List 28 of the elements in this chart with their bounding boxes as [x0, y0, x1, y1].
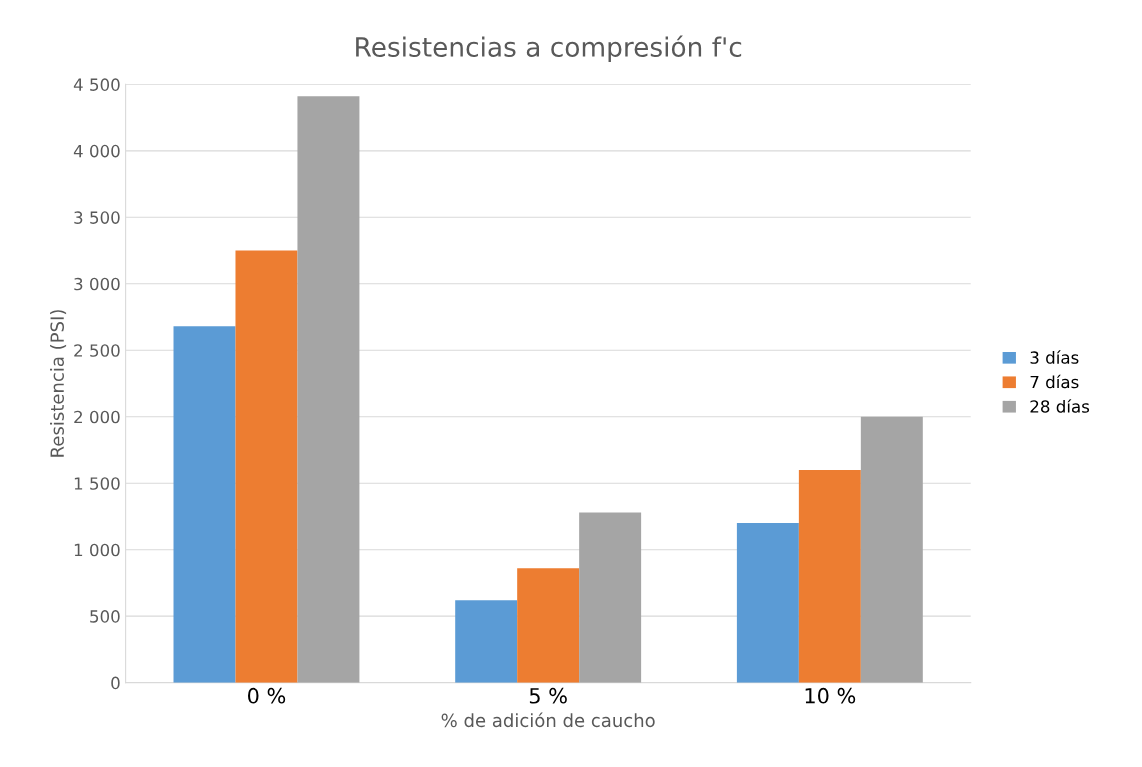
y-tick-label: 3 500: [74, 211, 120, 224]
legend-label: 7 días: [1030, 374, 1079, 389]
legend-label: 3 días: [1030, 350, 1079, 364]
y-axis-title: Resistencia (PSI): [50, 310, 67, 457]
legend-label: 28 días: [1030, 399, 1090, 413]
x-axis-title: % de adición de caucho: [441, 712, 655, 728]
bar: [235, 250, 298, 683]
y-tick-label: 2 000: [74, 410, 120, 424]
y-tick-label: 2 500: [74, 344, 120, 357]
x-tick-label: 0 %: [248, 687, 286, 704]
bar: [798, 469, 861, 683]
y-tick-label: 3 000: [74, 277, 120, 291]
bar: [579, 512, 642, 683]
bar: [860, 416, 923, 683]
x-tick-label: 10 %: [805, 687, 856, 704]
bar: [517, 568, 580, 683]
y-tick-label: 500: [90, 610, 120, 623]
x-tick-label: 5 %: [529, 687, 567, 704]
y-tick-label: 4 000: [73, 144, 120, 158]
bar: [736, 523, 799, 683]
bar: [297, 96, 360, 683]
y-tick-label: 1 000: [74, 543, 120, 557]
bar: [455, 600, 518, 683]
y-tick-label: 1 500: [74, 477, 120, 490]
chart-title: Resistencias a compresión f'c: [356, 35, 742, 63]
y-tick-label: 0: [111, 676, 120, 690]
y-tick-label: 4 500: [73, 78, 120, 91]
bar: [173, 326, 236, 683]
